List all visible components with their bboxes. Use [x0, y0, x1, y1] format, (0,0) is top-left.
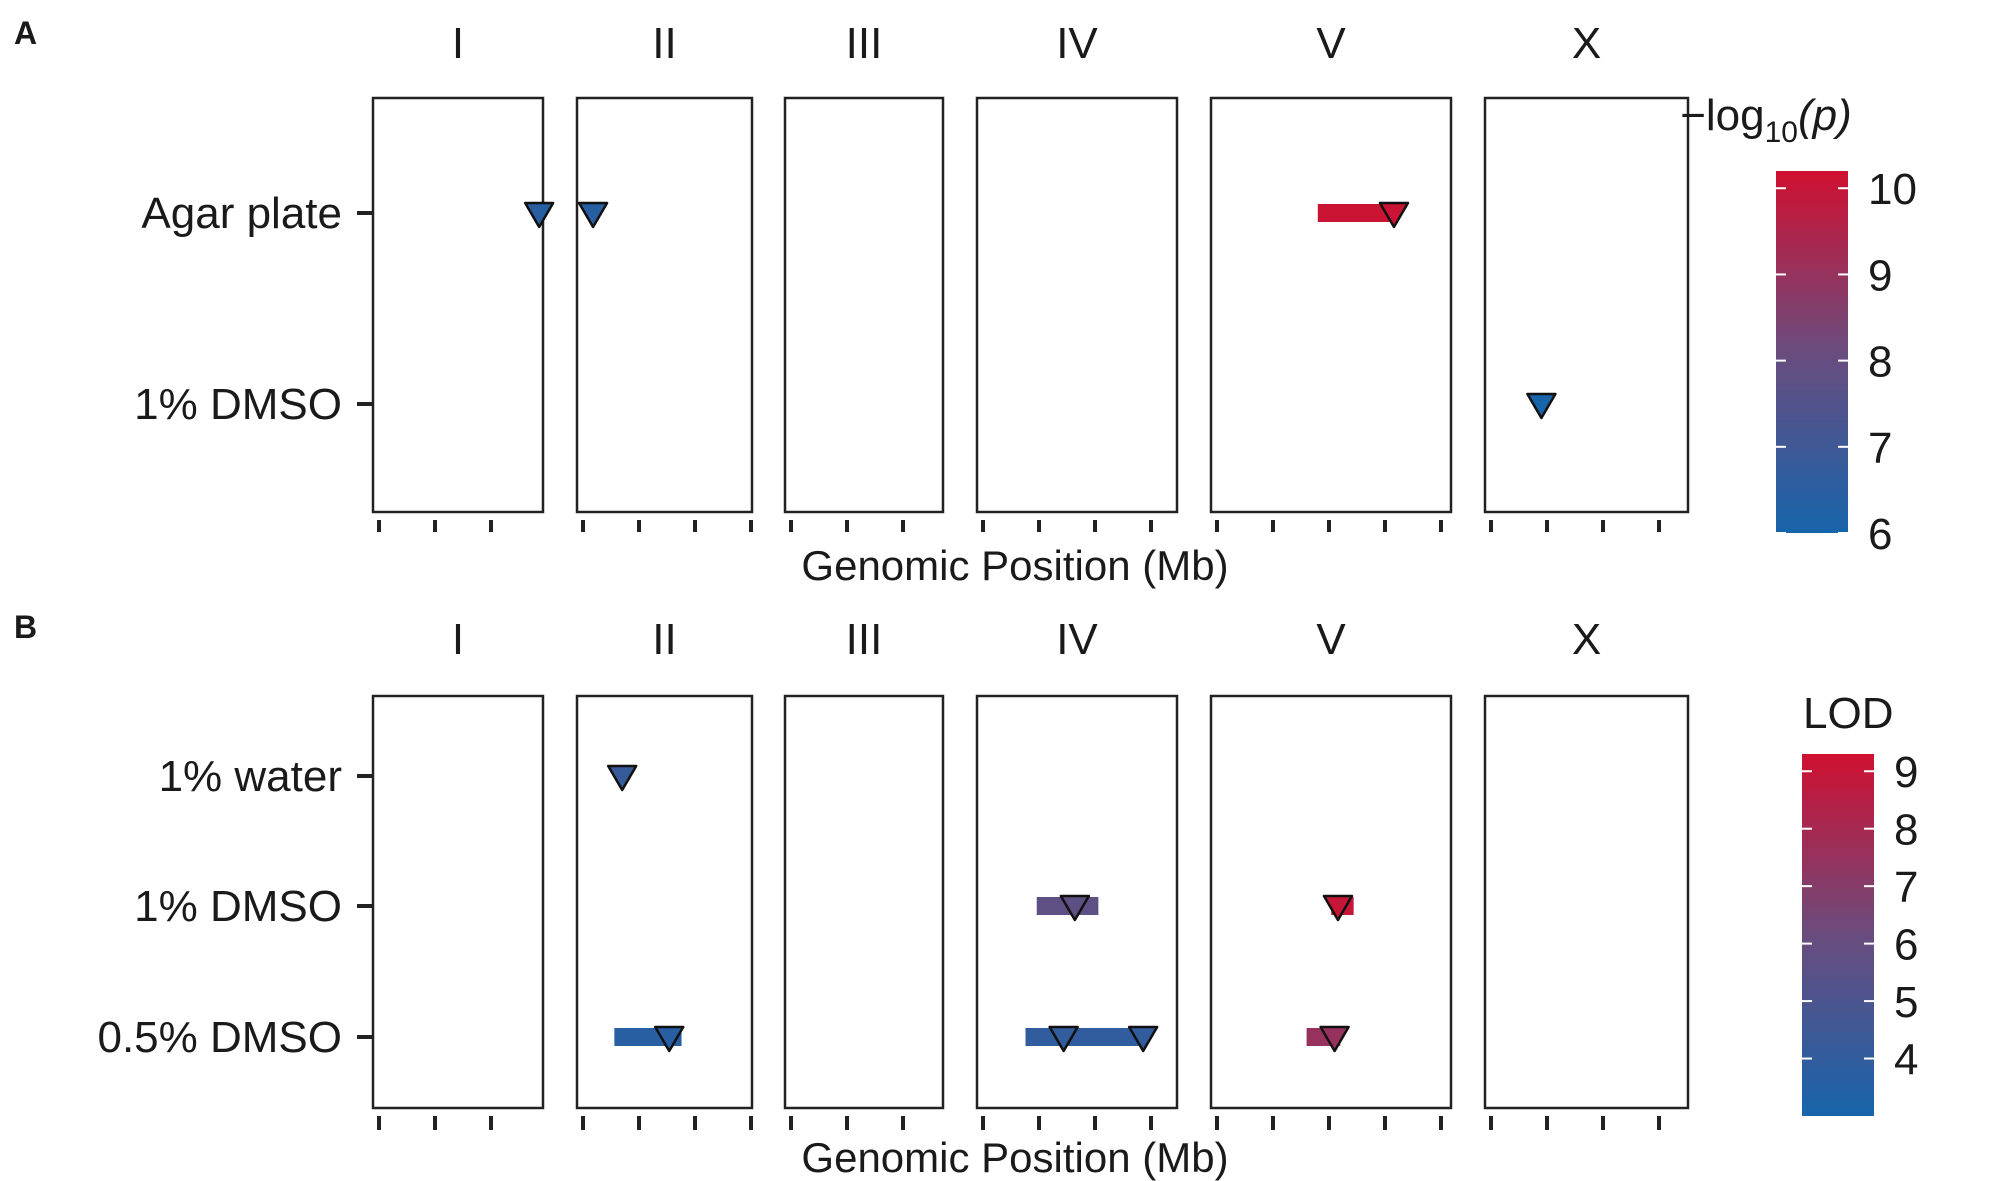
peak-marker	[1127, 1025, 1159, 1053]
chrom-label: II	[652, 19, 676, 68]
ci-bar	[1025, 1028, 1144, 1046]
peak-marker	[577, 201, 609, 229]
row-label: Agar plate	[141, 189, 342, 238]
chrom-label: X	[1572, 19, 1601, 68]
legend-a-title-main: −log	[1680, 91, 1764, 140]
legend-tick-label: 8	[1868, 338, 1892, 387]
legend-tick-label: 10	[1868, 165, 1917, 214]
chrom-label: IV	[1056, 19, 1098, 68]
panel-label-b: B	[14, 609, 37, 645]
legend-tick-label: 6	[1868, 510, 1892, 559]
legend-tick-label: 8	[1894, 806, 1918, 855]
ci-bars	[1317, 204, 1398, 222]
chrom-label: III	[846, 615, 883, 664]
chrom-label: X	[1572, 615, 1601, 664]
legend-b-title: LOD	[1803, 689, 1893, 738]
peak-marker	[1378, 201, 1410, 229]
chrom-facet-box	[975, 694, 1179, 1110]
peak-marker	[606, 764, 638, 792]
chrom-facet-box	[575, 694, 754, 1110]
peak-marker	[1319, 1025, 1350, 1053]
chrom-facet-box	[575, 96, 754, 514]
x-axis-label-b: Genomic Position (Mb)	[801, 1134, 1228, 1181]
peak-marker	[1048, 1025, 1079, 1053]
legend-a-ticks: 6 7 8 9 10	[1776, 165, 1917, 559]
chrom-label: V	[1316, 19, 1346, 68]
chrom-label: V	[1316, 615, 1346, 664]
chrom-label: II	[652, 615, 676, 664]
legend-tick-label: 9	[1894, 748, 1918, 797]
legend-a-title-tail: (p)	[1798, 91, 1852, 140]
peak-markers	[606, 764, 1354, 1053]
chrom-facet-box	[783, 694, 945, 1110]
row-label: 0.5% DMSO	[97, 1013, 342, 1062]
legend-tick-label: 5	[1894, 978, 1918, 1027]
peak-marker	[523, 201, 555, 229]
chrom-facet-box	[1209, 694, 1453, 1110]
legend-b-colorbar	[1802, 754, 1874, 1116]
legend-tick-label: 7	[1868, 424, 1892, 473]
peak-marker	[1526, 392, 1557, 420]
legend-a-title-sub: 10	[1765, 116, 1798, 149]
chrom-facet-box	[1209, 96, 1453, 514]
legend-a-colorbar	[1776, 171, 1848, 533]
peak-marker	[1059, 894, 1091, 922]
row-label: 1% DMSO	[134, 882, 342, 931]
panel-label-a: A	[14, 15, 37, 51]
chrom-label: I	[452, 615, 464, 664]
legend-tick-label: 7	[1894, 863, 1918, 912]
x-axis-label-a: Genomic Position (Mb)	[801, 542, 1228, 589]
chrom-facet-box	[1483, 694, 1690, 1110]
legend-b-ticks: 4 5 6 7 8 9	[1802, 748, 1918, 1085]
chrom-facet-box	[783, 96, 945, 514]
legend-a-title: −log10(p)	[1680, 91, 1852, 149]
chrom-facet-box	[371, 694, 545, 1110]
legend-tick-label: 6	[1894, 921, 1918, 970]
ci-bars	[614, 897, 1354, 1046]
legend-tick-label: 9	[1868, 251, 1892, 300]
ci-bar	[1317, 204, 1398, 222]
legend-b: LOD 4 5 6 7 8 9	[1802, 689, 1918, 1116]
row-label: 1% water	[159, 752, 342, 801]
row-label: 1% DMSO	[134, 380, 342, 429]
chrom-facet-box	[371, 96, 545, 514]
chrom-label: IV	[1056, 615, 1098, 664]
chrom-facet-box	[975, 96, 1179, 514]
chrom-facet-box	[1483, 96, 1690, 514]
legend-tick-label: 4	[1894, 1036, 1918, 1085]
peak-marker	[1322, 894, 1354, 922]
peak-marker	[653, 1025, 685, 1053]
chrom-label: III	[846, 19, 883, 68]
peak-markers	[523, 201, 1557, 420]
chrom-label: I	[452, 19, 464, 68]
